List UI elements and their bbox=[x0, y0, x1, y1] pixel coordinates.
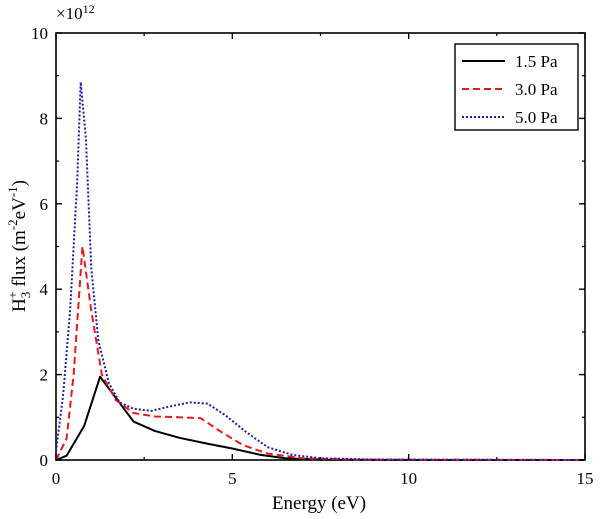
series-line-1 bbox=[55, 375, 585, 461]
legend-label-3: 5.0 Pa bbox=[515, 108, 558, 127]
y-title-exp2: -1 bbox=[5, 186, 20, 197]
legend-label-2: 3.0 Pa bbox=[515, 80, 558, 99]
x-tick-label: 15 bbox=[577, 469, 594, 488]
y-title-mid: eV bbox=[9, 197, 30, 219]
plot-area: 0 5 10 15 0 2 4 6 8 10 bbox=[31, 24, 594, 488]
y-tick-label: 6 bbox=[40, 195, 49, 214]
y-multiplier-exponent: 12 bbox=[83, 2, 95, 16]
y-tick-label: 10 bbox=[31, 24, 48, 43]
y-tick-label: 0 bbox=[40, 451, 49, 470]
y-title-end: ) bbox=[9, 180, 30, 186]
legend-label-1: 1.5 Pa bbox=[515, 52, 558, 71]
y-tick-label: 4 bbox=[40, 280, 49, 299]
y-tick-label: 2 bbox=[40, 366, 49, 385]
x-axis-title: Energy (eV) bbox=[272, 493, 366, 514]
series-layer bbox=[55, 81, 586, 461]
x-tick-label: 0 bbox=[52, 469, 61, 488]
x-tick-label: 10 bbox=[400, 469, 417, 488]
y-multiplier-prefix: ×10 bbox=[56, 4, 83, 23]
y-title-sup: + bbox=[5, 291, 20, 298]
y-axis-title: H3+ flux (m-2eV-1) bbox=[5, 180, 33, 312]
legend: 1.5 Pa 3.0 Pa 5.0 Pa bbox=[454, 43, 579, 131]
legend-items: 1.5 Pa 3.0 Pa 5.0 Pa bbox=[462, 52, 558, 127]
y-title-rest: flux (m bbox=[9, 230, 30, 291]
y-tick-label: 8 bbox=[40, 109, 49, 128]
x-tick-label: 5 bbox=[228, 469, 237, 488]
y-axis-multiplier: ×1012 bbox=[56, 2, 95, 23]
y-title-sub: 3 bbox=[18, 292, 33, 299]
series-line-3 bbox=[55, 81, 586, 461]
tick-layer: 0 5 10 15 0 2 4 6 8 10 bbox=[31, 24, 594, 488]
series-line-2 bbox=[55, 245, 586, 461]
y-title-exp1: -2 bbox=[5, 219, 20, 230]
y-title-main: H bbox=[9, 298, 30, 312]
legend-box bbox=[454, 43, 579, 131]
